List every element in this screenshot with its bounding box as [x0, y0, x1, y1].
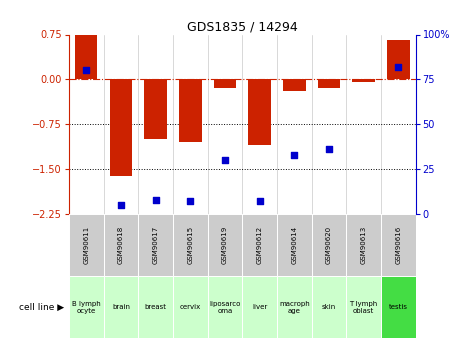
Bar — [208, 214, 242, 276]
Bar — [179, 79, 201, 142]
Point — [394, 64, 402, 70]
Text: macroph
age: macroph age — [279, 300, 310, 314]
Title: GDS1835 / 14294: GDS1835 / 14294 — [187, 20, 298, 33]
Bar — [138, 214, 173, 276]
Text: brain: brain — [112, 304, 130, 310]
Text: breast: breast — [144, 304, 167, 310]
Text: GSM90612: GSM90612 — [256, 226, 263, 264]
Point — [83, 68, 90, 73]
Bar — [346, 276, 381, 338]
Bar — [144, 79, 167, 139]
Text: GSM90613: GSM90613 — [361, 226, 367, 264]
Text: GSM90615: GSM90615 — [187, 226, 193, 264]
Point — [221, 157, 229, 163]
Point — [152, 197, 160, 202]
Bar — [138, 276, 173, 338]
Bar — [318, 79, 340, 88]
Text: GSM90618: GSM90618 — [118, 226, 124, 264]
Bar — [104, 276, 138, 338]
Text: cervix: cervix — [180, 304, 201, 310]
Bar — [69, 276, 104, 338]
Bar — [214, 79, 236, 88]
Text: skin: skin — [322, 304, 336, 310]
Bar — [75, 34, 97, 79]
Text: GSM90611: GSM90611 — [83, 226, 89, 264]
Bar — [242, 214, 277, 276]
Text: T lymph
oblast: T lymph oblast — [350, 300, 378, 314]
Bar — [277, 276, 312, 338]
Bar — [242, 276, 277, 338]
Text: testis: testis — [389, 304, 408, 310]
Bar — [104, 214, 138, 276]
Bar — [381, 214, 416, 276]
Text: GSM90620: GSM90620 — [326, 226, 332, 264]
Bar — [387, 40, 409, 79]
Point — [325, 147, 332, 152]
Bar — [346, 214, 381, 276]
Text: liver: liver — [252, 304, 267, 310]
Text: GSM90614: GSM90614 — [291, 226, 297, 264]
Point — [186, 199, 194, 204]
Bar — [248, 79, 271, 145]
Point — [291, 152, 298, 157]
Bar — [173, 214, 208, 276]
Bar — [352, 79, 375, 82]
Bar — [312, 276, 346, 338]
Bar — [277, 214, 312, 276]
Bar — [312, 214, 346, 276]
Bar — [283, 79, 305, 91]
Text: cell line ▶: cell line ▶ — [19, 303, 64, 312]
Bar — [69, 214, 104, 276]
Text: GSM90616: GSM90616 — [395, 226, 401, 264]
Text: GSM90617: GSM90617 — [152, 226, 159, 264]
Text: GSM90619: GSM90619 — [222, 226, 228, 264]
Bar — [381, 276, 416, 338]
Bar — [208, 276, 242, 338]
Text: liposarco
oma: liposarco oma — [209, 300, 241, 314]
Bar — [110, 79, 132, 176]
Bar — [173, 276, 208, 338]
Point — [117, 202, 124, 208]
Point — [256, 199, 264, 204]
Text: B lymph
ocyte: B lymph ocyte — [72, 300, 101, 314]
